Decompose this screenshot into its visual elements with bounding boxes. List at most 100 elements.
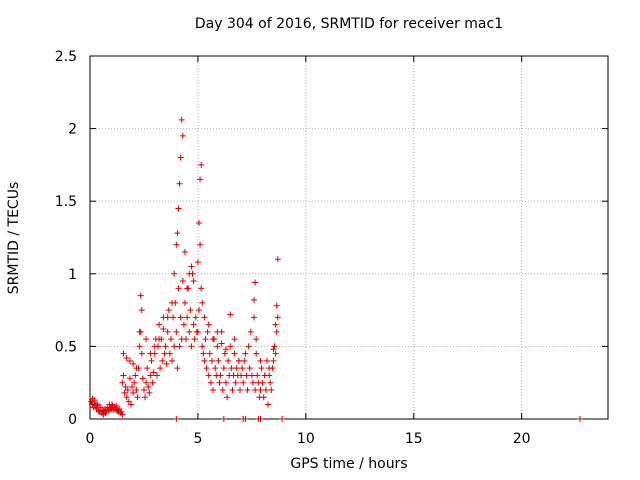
- data-point: [253, 336, 260, 343]
- data-point: [91, 397, 98, 404]
- data-point: [259, 379, 266, 386]
- data-point: [159, 357, 166, 364]
- data-point: [179, 132, 186, 139]
- data-point: [205, 372, 212, 379]
- data-point: [208, 357, 215, 364]
- grid-lines: [90, 56, 608, 419]
- data-point: [142, 394, 149, 401]
- data-point: [174, 365, 181, 372]
- data-point: [270, 346, 277, 353]
- data-point: [184, 314, 191, 321]
- x-tick-label: 5: [193, 431, 202, 447]
- data-point: [200, 350, 207, 357]
- data-point: [119, 379, 126, 386]
- data-point: [151, 343, 158, 350]
- data-point: [102, 410, 109, 417]
- data-point: [178, 116, 185, 123]
- data-point: [207, 379, 214, 386]
- data-point: [184, 285, 191, 292]
- x-tick-label: 0: [86, 431, 95, 447]
- data-point: [237, 386, 244, 393]
- data-point: [267, 379, 274, 386]
- data-point: [109, 401, 116, 408]
- data-point: [119, 411, 126, 418]
- data-point: [197, 176, 204, 183]
- data-point: [124, 386, 131, 393]
- data-point: [126, 375, 133, 382]
- data-point: [173, 241, 180, 248]
- data-point: [244, 386, 251, 393]
- data-point: [198, 285, 205, 292]
- data-point: [175, 205, 182, 212]
- data-point: [257, 416, 264, 422]
- data-point: [195, 219, 202, 226]
- data-point: [194, 328, 201, 335]
- data-point: [222, 379, 229, 386]
- data-point: [195, 307, 202, 314]
- data-point: [254, 372, 261, 379]
- data-point: [263, 357, 270, 364]
- data-point: [199, 299, 206, 306]
- data-point: [191, 336, 198, 343]
- data-point: [162, 343, 169, 350]
- data-point: [224, 394, 231, 401]
- data-point: [202, 336, 209, 343]
- data-point: [266, 365, 273, 372]
- data-point: [146, 389, 153, 396]
- plot-frame: [89, 55, 609, 420]
- data-point: [186, 270, 193, 277]
- data-point: [179, 278, 186, 285]
- data-point: [242, 416, 249, 422]
- data-point: [239, 365, 246, 372]
- data-point: [198, 161, 205, 168]
- data-point: [216, 379, 223, 386]
- data-point: [183, 336, 190, 343]
- data-point: [222, 346, 229, 353]
- data-point: [106, 407, 113, 414]
- data-point: [253, 350, 260, 357]
- chart-title: Day 304 of 2016, SRMTID for receiver mac…: [194, 16, 504, 32]
- axis-ticks: 0 0.5 1 1.5 2 2.5 0 5 10 15 20: [55, 49, 608, 447]
- data-point: [175, 285, 182, 292]
- data-point: [115, 407, 122, 414]
- data-point: [228, 365, 235, 372]
- data-point: [128, 401, 135, 408]
- data-point: [133, 386, 140, 393]
- data-point: [260, 394, 267, 401]
- data-point: [273, 302, 280, 309]
- data-point: [262, 386, 269, 393]
- data-point: [173, 416, 180, 422]
- data-point: [231, 350, 238, 357]
- data-point: [217, 372, 224, 379]
- data-point: [93, 402, 100, 409]
- data-point: [143, 336, 150, 343]
- data-point: [233, 365, 240, 372]
- data-point: [206, 350, 213, 357]
- data-point: [225, 357, 232, 364]
- data-point: [252, 386, 259, 393]
- data-point: [181, 299, 188, 306]
- data-point: [130, 389, 137, 396]
- data-point: [199, 343, 206, 350]
- data-point: [150, 369, 157, 376]
- data-point: [176, 343, 183, 350]
- data-point: [252, 279, 259, 286]
- x-axis-label: GPS time / hours: [290, 456, 408, 472]
- data-point: [218, 340, 225, 347]
- data-points: [88, 116, 583, 422]
- data-point: [144, 365, 151, 372]
- data-point: [139, 375, 146, 382]
- data-point: [147, 372, 154, 379]
- data-point: [156, 336, 163, 343]
- data-point: [258, 365, 265, 372]
- data-point: [149, 379, 156, 386]
- data-point: [134, 394, 141, 401]
- data-point: [137, 292, 144, 299]
- x-tick-label: 20: [513, 431, 531, 447]
- data-point: [164, 314, 171, 321]
- data-point: [219, 386, 226, 393]
- data-point: [214, 343, 221, 350]
- data-point: [273, 328, 280, 335]
- data-point: [169, 299, 176, 306]
- data-point: [203, 365, 210, 372]
